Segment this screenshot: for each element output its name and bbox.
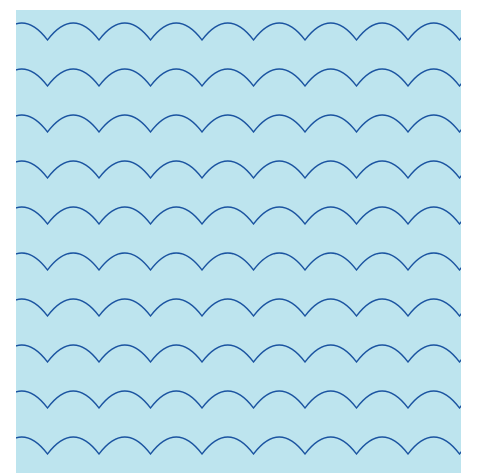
wave-row	[16, 160, 461, 180]
wave-row	[16, 68, 461, 88]
scallop-pattern-canvas	[16, 10, 461, 473]
wave-row	[16, 344, 461, 364]
wave-row	[16, 298, 461, 318]
scallop-pattern-graphic	[16, 10, 461, 473]
wave-row	[16, 114, 461, 134]
pattern-background	[16, 10, 461, 473]
wave-row	[16, 22, 461, 42]
wave-row	[16, 206, 461, 226]
wave-rows	[16, 22, 461, 456]
wave-row	[16, 252, 461, 272]
wave-row	[16, 436, 461, 456]
wave-row	[16, 390, 461, 410]
